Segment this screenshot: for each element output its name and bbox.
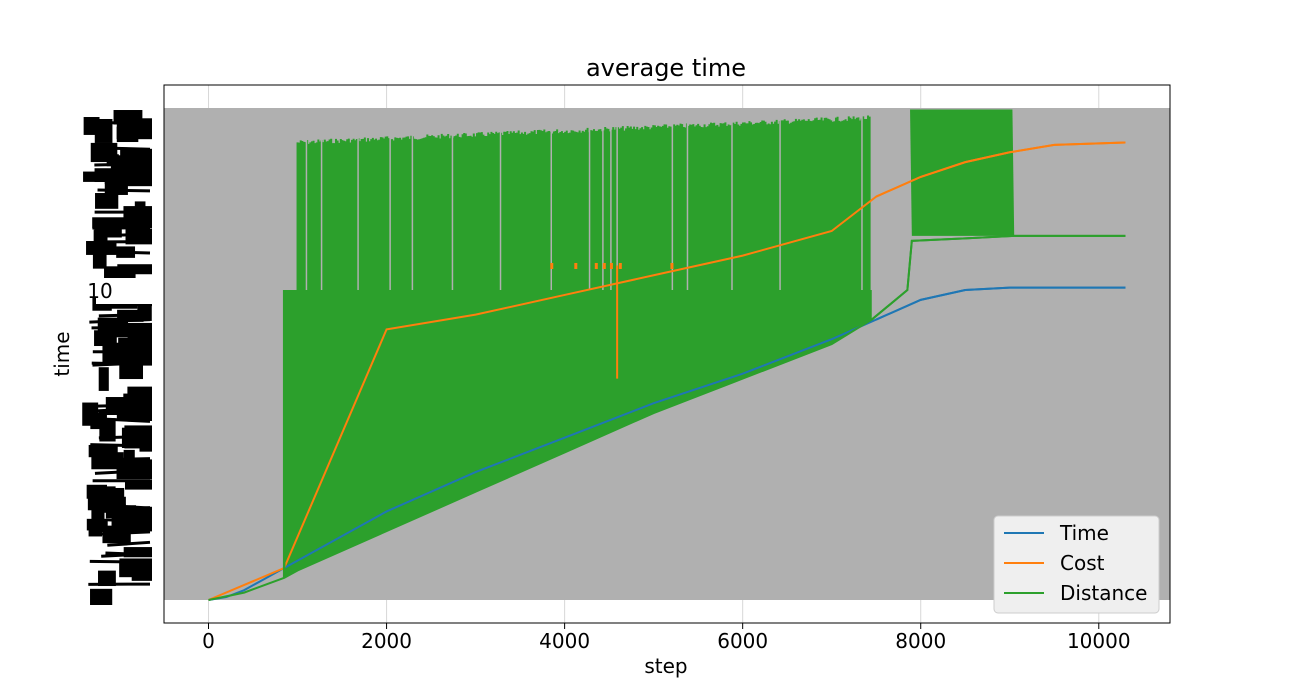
y-tick-label-glyph — [92, 217, 128, 229]
y-tick-label-stroke — [92, 528, 151, 533]
y-tick-label-glyph — [83, 171, 114, 182]
cost-spike-tip — [609, 262, 613, 269]
y-tick-label-stroke — [91, 417, 151, 423]
cost-spike-tip — [594, 262, 598, 269]
y-tick-label-stroke — [89, 318, 151, 324]
y-tick-label-glyph — [123, 547, 152, 558]
series-lines — [208, 141, 1126, 601]
legend-label-distance: Distance — [1060, 581, 1147, 605]
y-tick-label-stroke — [94, 162, 151, 167]
y-tick-label-stroke — [99, 503, 151, 510]
y-tick-label-stroke — [97, 188, 151, 193]
y-tick-label-stroke — [105, 518, 151, 524]
y-tick-label-glyph — [124, 479, 152, 490]
y-tick-label-stroke — [88, 249, 151, 255]
y-tick-label-glyph — [116, 469, 152, 480]
y-tick-label-stroke — [91, 361, 151, 366]
cost-spike-tip — [550, 262, 554, 269]
y-tick-label-stroke — [93, 218, 151, 225]
x-tick-label: 0 — [202, 629, 215, 653]
y-tick-label-stroke — [93, 459, 151, 466]
y-tick-label-glyph — [90, 142, 118, 163]
x-tick-label: 4000 — [539, 629, 590, 653]
y-tick-label-glyph — [98, 570, 116, 587]
y-tick-label-stroke — [98, 312, 151, 318]
y-tick-label-stroke — [90, 406, 151, 413]
y-tick-label-glyph — [86, 518, 108, 531]
y-tick-label-glyph — [131, 558, 152, 581]
y-tick-label-stroke — [107, 349, 151, 355]
y-tick-label-glyph — [127, 322, 152, 341]
x-tick-label: 8000 — [895, 629, 946, 653]
cost-spike-tip — [618, 262, 622, 269]
y-tick-label-cluster — [82, 110, 152, 605]
y-tick-label-stroke — [107, 540, 151, 547]
legend-label-time: Time — [1059, 521, 1109, 545]
x-axis-ticks: 0 2000 4000 6000 8000 10000 — [202, 623, 1131, 653]
y-tick-label-stroke — [102, 173, 151, 178]
y-tick-label-glyph — [119, 560, 136, 578]
y-tick-label-clear — [96, 278, 152, 304]
y-tick-label-stroke — [98, 434, 151, 440]
y-tick-label-stroke — [105, 146, 151, 151]
cost-spike-tip — [602, 262, 606, 269]
cost-spike-tip — [574, 262, 578, 269]
legend-label-cost: Cost — [1060, 551, 1105, 575]
y-tick-label-stroke — [99, 120, 151, 126]
y-tick-label-stroke — [94, 468, 151, 475]
y-tick-label-glyph — [134, 201, 146, 217]
x-tick-label: 10000 — [1067, 629, 1131, 653]
cost-spike-tip — [670, 262, 674, 269]
series-line-distance-visible — [871, 234, 1126, 321]
series-line-time-visible — [875, 286, 1126, 321]
legend: Time Cost Distance — [993, 515, 1160, 614]
y-tick-label-stroke — [95, 232, 151, 238]
distance-band-upper — [910, 109, 1015, 236]
legend-box — [993, 515, 1160, 614]
distance-spikes — [284, 109, 1015, 578]
x-axis-label: step — [644, 654, 687, 678]
y-tick-label-stroke — [90, 443, 151, 448]
series-line-cost-visible — [875, 141, 1126, 198]
y-axis-label: time — [50, 331, 74, 376]
y-tick-label-glyph — [95, 193, 119, 209]
y-tick-label-glyph — [116, 126, 152, 140]
y-tick-label-glyph — [92, 254, 107, 269]
x-tick-label: 6000 — [717, 629, 768, 653]
y-tick-label-glyph — [90, 588, 113, 605]
y-tick-label-stroke — [107, 343, 151, 349]
chart-title: average time — [586, 54, 746, 82]
y-tick-label-glyph — [83, 117, 100, 135]
y-tick-label-glyph — [106, 487, 125, 500]
y-tick-label-glyph — [117, 159, 152, 175]
distance-band-lower — [284, 290, 872, 578]
y-tick-label-stroke — [106, 457, 151, 462]
y-tick-label-stroke — [90, 403, 151, 408]
plot-frame — [163, 84, 1171, 624]
y-tick-label: 10 — [87, 279, 112, 303]
y-tick-label-glyph — [94, 330, 117, 347]
y-tick-label-glyph — [98, 367, 109, 391]
y-tick-label-stroke — [100, 530, 151, 536]
x-tick-label: 2000 — [361, 629, 412, 653]
y-tick-label-stroke — [101, 552, 151, 558]
y-tick-label-stroke — [89, 559, 151, 564]
